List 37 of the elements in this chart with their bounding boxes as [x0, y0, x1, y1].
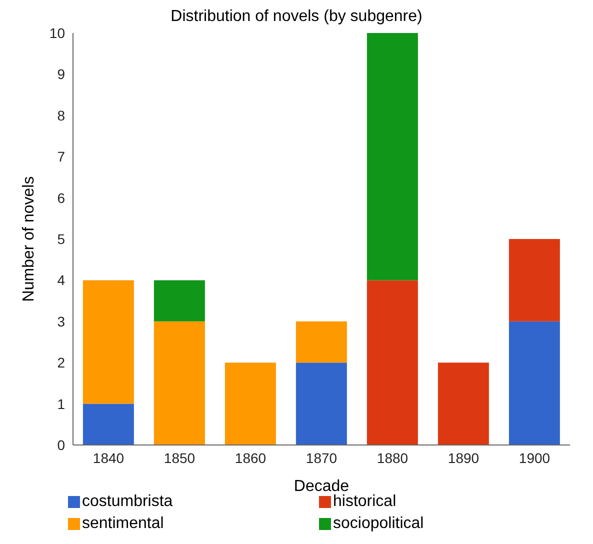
bar	[82, 280, 134, 404]
y-tick-label: 3	[57, 313, 66, 330]
y-tick-label: 10	[49, 24, 66, 41]
y-tick-label: 6	[57, 190, 66, 206]
legend-label: historical	[333, 493, 396, 511]
bar	[296, 321, 347, 363]
x-tick-label: 1860	[234, 450, 266, 466]
y-tick-label: 7	[57, 148, 66, 165]
y-axis-title: Number of novels	[20, 176, 38, 302]
y-tick-label: 1	[57, 396, 66, 412]
y-tick-label: 8	[57, 107, 66, 124]
x-tick-label: 1850	[164, 450, 196, 466]
legend-label: sociopolitical	[333, 515, 424, 533]
bar	[82, 404, 134, 445]
x-tick-label: 1840	[92, 450, 124, 466]
x-tick-label: 1890	[448, 450, 480, 466]
x-tick-label: 1900	[518, 450, 550, 466]
y-tick-label: 2	[57, 354, 66, 371]
bar	[508, 321, 560, 445]
y-tick-label: 5	[57, 230, 66, 247]
bar	[154, 321, 205, 445]
y-tick-label: 0	[57, 436, 66, 453]
legend-label: costumbrista	[82, 493, 173, 511]
bar	[296, 362, 347, 445]
bar	[438, 362, 489, 445]
bar	[366, 280, 418, 445]
x-tick-label: 1880	[376, 450, 408, 466]
x-tick-label: 1870	[306, 450, 338, 466]
x-axis-title: Decade	[294, 478, 350, 495]
bar	[366, 33, 418, 280]
y-tick-label: 4	[57, 272, 66, 288]
y-tick-label: 9	[57, 66, 66, 82]
chart-title: Distribution of novels (by subgenre)	[170, 8, 424, 26]
legend-label: sentimental	[82, 515, 164, 533]
bar	[508, 239, 560, 322]
bar	[224, 362, 276, 445]
bar	[154, 280, 205, 322]
